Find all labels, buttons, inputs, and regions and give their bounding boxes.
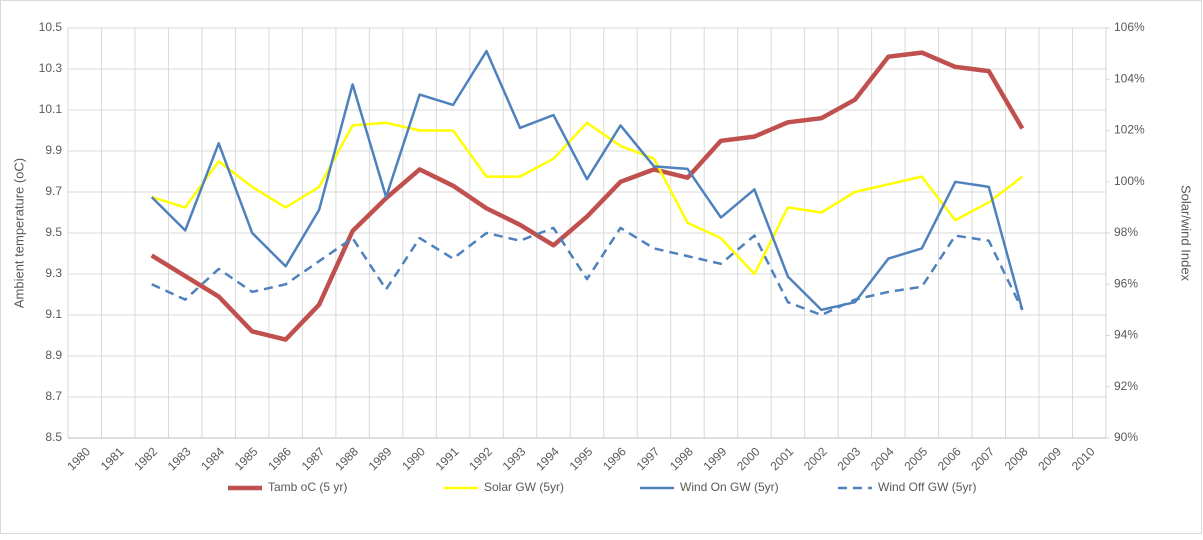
y-tick-label: 8.5 [45, 430, 62, 444]
legend-label: Solar GW (5yr) [484, 480, 564, 494]
y-tick-label: 9.1 [45, 307, 62, 321]
y2-tick-label: 102% [1114, 123, 1145, 137]
y-tick-label: 8.9 [45, 348, 62, 362]
y2-tick-label: 94% [1114, 328, 1138, 342]
legend-label: Tamb oC (5 yr) [268, 480, 347, 494]
y2-tick-label: 100% [1114, 174, 1145, 188]
y-tick-label: 9.5 [45, 225, 62, 239]
y-tick-label: 10.1 [39, 102, 63, 116]
y-tick-label: 8.7 [45, 389, 62, 403]
legend-label: Wind On GW (5yr) [680, 480, 779, 494]
series-line [151, 226, 1024, 317]
series-line [150, 50, 1025, 342]
series-line [151, 121, 1024, 276]
y2-tick-label: 96% [1114, 276, 1138, 290]
y-tick-label: 9.7 [45, 184, 62, 198]
y-tick-label: 10.5 [39, 20, 63, 34]
y2-axis-title: Solar/wind Index [1179, 185, 1194, 282]
y-axis-title: Ambient temperature (oC) [11, 158, 26, 308]
y-tick-label: 9.3 [45, 266, 62, 280]
y2-tick-label: 106% [1114, 20, 1145, 34]
y2-tick-label: 92% [1114, 379, 1138, 393]
y-tick-label: 9.9 [45, 143, 62, 157]
legend-label: Wind Off GW (5yr) [878, 480, 976, 494]
y-tick-label: 10.3 [39, 61, 63, 75]
y2-tick-label: 104% [1114, 71, 1145, 85]
y2-tick-label: 98% [1114, 225, 1138, 239]
series-line [150, 49, 1024, 312]
y2-tick-label: 90% [1114, 430, 1138, 444]
